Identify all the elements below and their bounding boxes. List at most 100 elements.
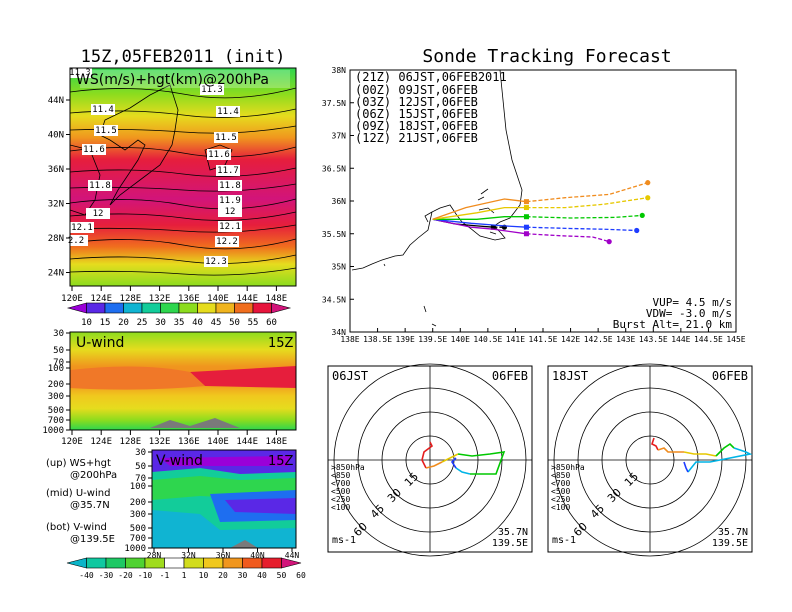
map-x-tick-label: 120E <box>61 294 83 304</box>
hodograph-trace <box>441 453 459 463</box>
bottom-colorbar-tick-label: 60 <box>296 571 306 580</box>
ws-colorbar-tick-label: 10 <box>81 318 92 328</box>
uwind-y-tick-label: 70 <box>53 358 64 368</box>
track-y-tick-label: 34.5N <box>322 295 346 304</box>
ws-colorbar-tick-label: 15 <box>100 318 111 328</box>
track-legend-entry: (12Z) 21JST,06FEB <box>355 131 478 145</box>
track-x-tick-label: 143E <box>616 335 635 344</box>
bottom-colorbar-tick-label: -10 <box>138 571 153 580</box>
note-line: (up) WS+hgt <box>46 458 111 469</box>
ws-colorbar-tick-label: 25 <box>137 318 148 328</box>
track-landing-point <box>639 212 645 219</box>
hodograph-ring <box>553 363 747 557</box>
bottom-colorbar-cell <box>261 557 282 569</box>
uwind-terrain <box>150 418 240 428</box>
hodograph-date: 06FEB <box>712 369 748 383</box>
track-burst-marker <box>490 224 496 230</box>
map-x-tick-label: 124E <box>90 294 112 304</box>
vwind-y-tick-label: 300 <box>130 510 146 520</box>
left-title: 15Z,05FEB2011 (init) <box>81 47 286 67</box>
ws-colorbar-tick-label: 55 <box>248 318 259 328</box>
vwind-label: V-wind <box>156 453 203 469</box>
contour-label: 12.1 <box>71 223 93 233</box>
map-x-tick-label: 128E <box>120 294 142 304</box>
track-line-descent <box>526 197 648 209</box>
vwind-y-tick-label: 30 <box>135 448 146 458</box>
bottom-colorbar-tick-label: -1 <box>160 571 170 580</box>
track-x-tick-label: 139E <box>396 335 415 344</box>
contour-label: 2.2 <box>68 236 84 246</box>
hodograph-lat: 35.7N <box>498 527 528 538</box>
uwind-panel: U-wind 15Z 120E 124E 128E 132E 136E 140E 144E 1… <box>42 329 297 447</box>
track-legend-entry: (00Z) 09JST,06FEB <box>355 83 478 97</box>
map-y-tick-label: 24N <box>48 269 64 279</box>
note-sub: @200hPa <box>70 470 117 481</box>
contour-label-bg <box>88 180 112 191</box>
height-contour-labels: 11.3 11.3 11.4 11.4 11.5 11.5 11.6 11.6 11.7 11.8… <box>64 67 242 267</box>
hodograph-lat: 35.7N <box>718 527 748 538</box>
track-landing-point <box>645 195 651 201</box>
right-title: Sonde Tracking Forecast <box>422 46 671 67</box>
track-line-descent <box>526 214 643 219</box>
map-x-ticks: 120E 124E 128E 132E 136E 140E 144E 148E <box>61 286 287 304</box>
bottom-colorbar-cell <box>86 557 107 569</box>
map-y-tick-label: 44N <box>48 96 64 106</box>
track-line-ascent <box>432 206 527 220</box>
bottom-colorbar-tick-label: -30 <box>99 571 114 580</box>
hodograph-level-label: <100 <box>551 503 570 512</box>
contour-label-bg <box>218 206 242 217</box>
bottom-colorbar-cell <box>183 557 204 569</box>
hodograph-trace <box>715 442 735 457</box>
height-contour-line <box>69 238 297 250</box>
map-x-tick-label: 144E <box>236 294 258 304</box>
hodograph-lon: 139.5E <box>712 538 748 549</box>
hodograph-lon: 139.5E <box>492 538 528 549</box>
track-burst-marker <box>523 224 529 230</box>
bottom-colorbar-tick-label: 1 <box>182 571 187 580</box>
contour-label: 11.3 <box>69 68 91 78</box>
height-contour-line <box>69 267 297 276</box>
hodograph-trace <box>687 447 753 473</box>
map-y-tick-label: 32N <box>48 200 64 210</box>
track-y-tick-label: 36N <box>332 197 347 206</box>
hodograph-ring <box>625 435 675 485</box>
track-burst-marker <box>523 205 529 211</box>
track-line-ascent <box>432 218 527 228</box>
uwind-y-tick-label: 50 <box>53 346 64 356</box>
contour-label-bg <box>216 106 240 117</box>
vwind-y-tick-label: 200 <box>130 498 146 508</box>
track-x-tick-label: 140E <box>451 335 470 344</box>
colorbar-cell <box>160 302 180 314</box>
track-x-tick-label: 142.5E <box>584 335 613 344</box>
contour-label-bg <box>218 180 242 191</box>
hodograph-ring <box>381 411 479 509</box>
hodograph-ring <box>333 363 527 557</box>
note-line: (bot) V-wind <box>46 522 107 533</box>
track-line-ascent <box>432 216 527 220</box>
uwind-x-tick-label: 132E <box>149 437 171 447</box>
ws-map-panel: 11.3 11.3 11.4 11.4 11.5 11.5 11.6 11.6 11.7 11.8… <box>48 67 297 304</box>
track-y-tick-label: 35N <box>332 263 347 272</box>
hodograph-trace <box>450 457 457 469</box>
track-landing-point <box>645 180 651 186</box>
track-x-tick-label: 138E <box>340 335 359 344</box>
uwind-y-tick-label: 200 <box>48 380 64 390</box>
track-legend-entry: (09Z) 18JST,06FEB <box>355 119 478 133</box>
contour-label-bg <box>214 132 238 143</box>
hodograph-unit: ms-1 <box>332 535 356 546</box>
ws-colorbar-tick-label: 60 <box>266 318 277 328</box>
contour-label: 12.1 <box>219 222 241 232</box>
vwind-y-tick-label: 500 <box>130 524 146 534</box>
contour-label-bg <box>82 144 106 155</box>
note-sub: @139.5E <box>70 534 115 545</box>
track-y-tick-label: 37.5N <box>322 99 346 108</box>
bottom-colorbar-tick-label: 10 <box>199 571 209 580</box>
map-x-tick-label: 136E <box>178 294 200 304</box>
vwind-terrain <box>230 540 258 548</box>
vwind-x-tick-label: 44N <box>285 551 300 560</box>
bottom-colorbar-cell <box>66 557 87 569</box>
map-y-tick-label: 28N <box>48 234 64 244</box>
hodograph-time: 06JST <box>332 369 368 383</box>
